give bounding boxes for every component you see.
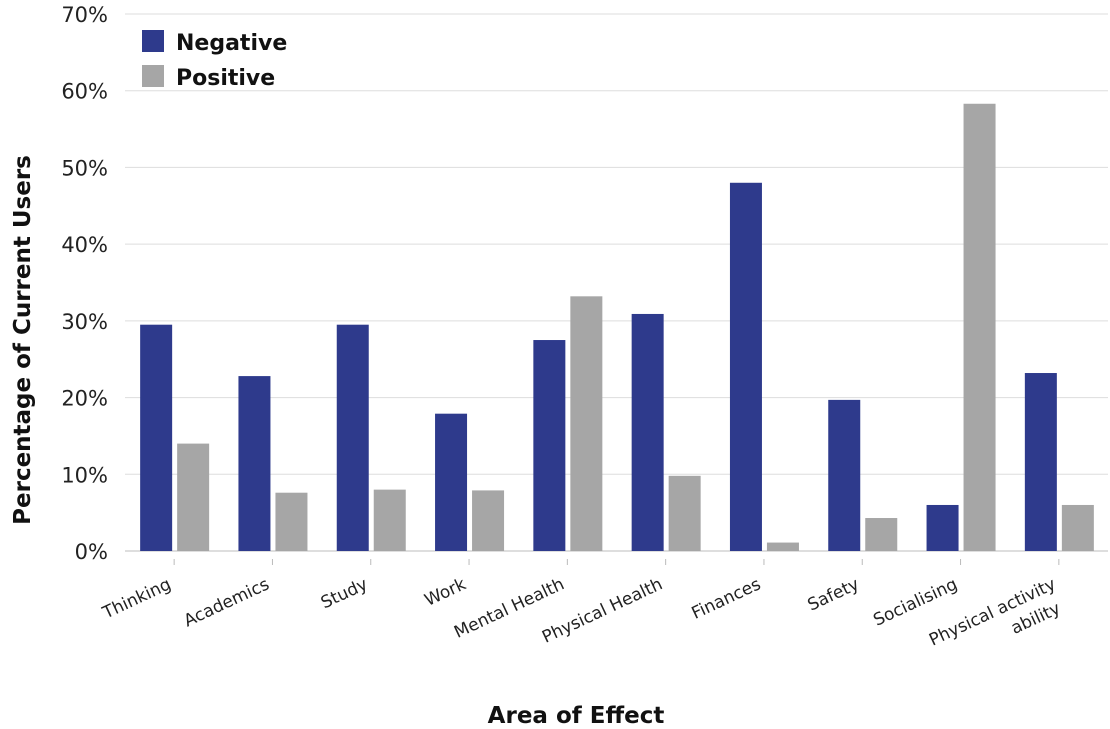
- category-label: Safety: [805, 574, 863, 615]
- y-tick-label: 50%: [61, 156, 108, 180]
- category-label: Work: [422, 574, 470, 610]
- bar-positive: [668, 475, 701, 551]
- legend: Negative Positive: [142, 30, 287, 91]
- bar-negative: [140, 324, 173, 551]
- bar-negative: [435, 413, 468, 551]
- bars: [140, 103, 1094, 552]
- bar-negative: [1024, 373, 1057, 551]
- bar-positive: [766, 542, 799, 551]
- x-axis-title: Area of Effect: [488, 703, 665, 729]
- y-tick-label: 10%: [61, 463, 108, 487]
- category-label: Finances: [689, 574, 765, 623]
- bar-positive: [963, 103, 996, 552]
- gridlines: [125, 13, 1108, 552]
- bar-positive: [177, 443, 210, 551]
- y-tick-label: 30%: [61, 310, 108, 334]
- bar-negative: [336, 324, 369, 551]
- category-label: Study: [318, 574, 371, 613]
- y-tick-label: 60%: [61, 80, 108, 104]
- bar-negative: [926, 504, 959, 551]
- y-tick-label: 70%: [61, 3, 108, 27]
- bar-negative: [828, 399, 861, 551]
- legend-swatch-positive: [142, 65, 164, 87]
- bar-positive: [1061, 504, 1094, 551]
- bar-negative: [631, 313, 664, 551]
- bar-positive: [570, 296, 603, 551]
- bar-negative: [533, 340, 566, 551]
- bar-positive: [865, 518, 898, 551]
- bar-negative: [729, 182, 762, 551]
- y-tick-label: 0%: [75, 540, 108, 564]
- bar-positive: [472, 490, 505, 551]
- y-tick-label: 40%: [61, 233, 108, 257]
- y-tick-label: 20%: [61, 387, 108, 411]
- bar-positive: [373, 489, 406, 551]
- legend-swatch-negative: [142, 30, 164, 52]
- bar-negative: [238, 376, 271, 551]
- y-axis-title: Percentage of Current Users: [10, 155, 36, 525]
- category-label: Thinking: [99, 574, 174, 623]
- legend-label-positive: Positive: [176, 66, 275, 91]
- legend-label-negative: Negative: [176, 31, 287, 56]
- category-label: Academics: [181, 574, 273, 631]
- x-tick-marks: [173, 559, 1060, 565]
- bar-positive: [275, 492, 308, 551]
- y-tick-labels: 0% 10% 20% 30% 40% 50% 60% 70%: [61, 3, 108, 564]
